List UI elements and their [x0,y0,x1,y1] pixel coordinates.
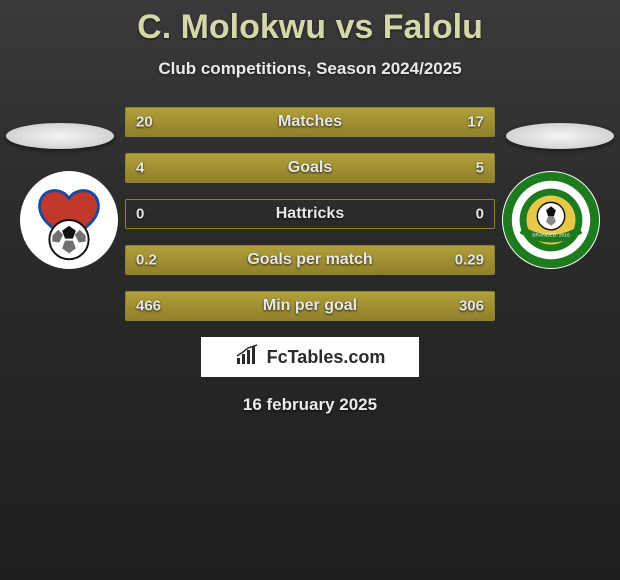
subtitle: Club competitions, Season 2024/2025 [0,59,620,79]
stat-row: 4 Goals 5 [125,153,495,183]
stat-value-right: 0 [476,206,484,223]
right-team-badge: BRANDED: 2016 [502,171,600,269]
stat-label: Matches [278,113,342,131]
brand-box[interactable]: FcTables.com [201,337,419,377]
stat-label: Goals per match [247,251,372,269]
page-title: C. Molokwu vs Falolu [0,0,620,47]
stat-row: 20 Matches 17 [125,107,495,137]
stat-label: Min per goal [263,297,357,315]
stat-value-right: 0.29 [455,252,484,269]
stat-value-left: 0.2 [136,252,157,269]
comparison-panel: BRANDED: 2016 20 Matches 17 4 Goals 5 0 … [0,107,620,415]
stat-row: 0.2 Goals per match 0.29 [125,245,495,275]
stat-row: 466 Min per goal 306 [125,291,495,321]
badge-subtext: BRANDED: 2016 [532,233,570,239]
left-ellipse-shadow [6,123,114,149]
brand-text: FcTables.com [267,347,386,368]
stat-row: 0 Hattricks 0 [125,199,495,229]
stat-value-right: 5 [476,160,484,177]
stat-label: Hattricks [276,205,344,223]
stat-value-left: 20 [136,114,153,131]
stat-value-left: 466 [136,298,161,315]
stat-bar-left [126,154,288,182]
chart-icon [235,344,261,371]
stat-value-right: 17 [467,114,484,131]
stats-list: 20 Matches 17 4 Goals 5 0 Hattricks 0 0.… [125,107,495,321]
stat-value-left: 0 [136,206,144,223]
date-text: 16 february 2025 [0,395,620,415]
stat-value-left: 4 [136,160,144,177]
right-ellipse-shadow [506,123,614,149]
left-team-badge [20,171,118,269]
stat-label: Goals [288,159,332,177]
stat-value-right: 306 [459,298,484,315]
